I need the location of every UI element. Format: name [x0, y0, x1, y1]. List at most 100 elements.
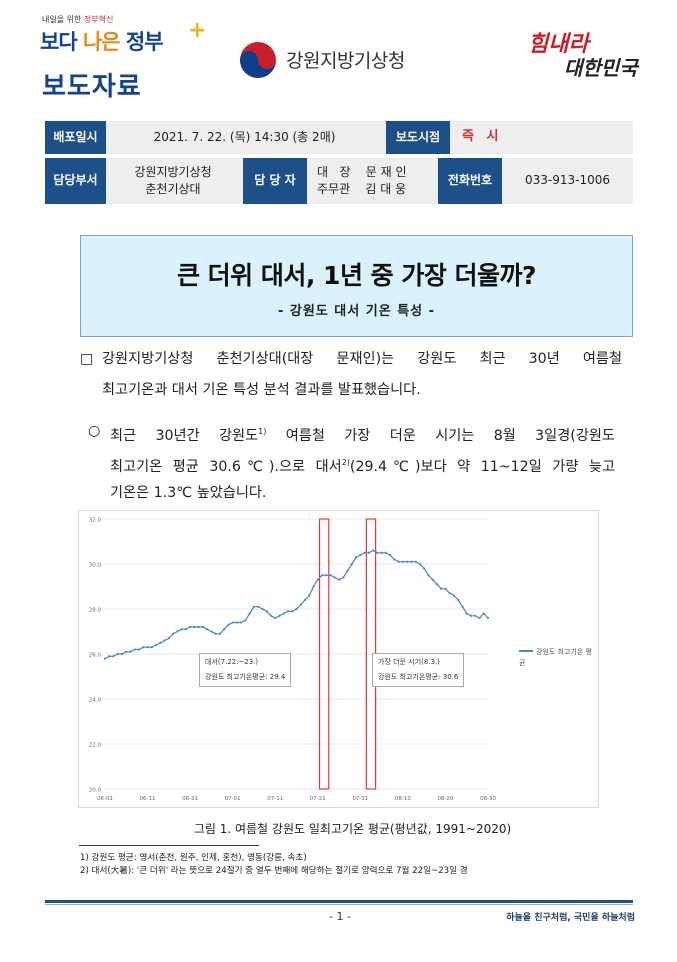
y-tick-label: 24.0	[89, 698, 102, 704]
data-point	[231, 621, 234, 624]
data-point	[257, 605, 260, 608]
data-point	[372, 549, 375, 552]
data-point	[278, 614, 281, 617]
data-point	[142, 646, 145, 649]
data-point	[150, 646, 153, 649]
data-point	[308, 594, 311, 597]
footnote-2: 2) 대서(大暑): '큰 더위' 라는 뜻으로 24절기 중 열두 번째에 해…	[80, 866, 468, 876]
data-point	[376, 551, 379, 554]
x-tick-label: 07-01	[225, 796, 241, 802]
data-point	[423, 567, 426, 570]
footnote-1: 1) 강원도 평균: 영서(춘천, 원주, 인제, 홍천), 영동(강릉, 속초…	[80, 853, 307, 863]
summary-line1: 강원지방기상청 춘천기상대(대장 문재인)는 강원도 최근 30년 여름철	[102, 351, 622, 367]
data-point	[406, 560, 409, 563]
data-point	[457, 598, 460, 602]
page-number: - 1 -	[329, 910, 351, 923]
x-tick-label: 06-21	[182, 796, 198, 802]
y-tick-label: 22.0	[89, 743, 102, 749]
detail-line3: 기온은 1.3℃ 높았습니다.	[110, 485, 267, 501]
data-point	[167, 637, 170, 640]
data-point	[469, 614, 473, 617]
data-point	[129, 650, 132, 653]
summary-line2: 최고기온과 대서 기온 특성 분석 결과를 발표했습니다.	[102, 382, 421, 398]
slogan-line1: 힘내라	[528, 31, 589, 57]
data-point	[214, 632, 217, 635]
data-point	[312, 585, 315, 588]
data-point	[227, 623, 230, 626]
annotation-daeseo-line2: 강원도 최고기온평균: 29.4	[205, 673, 286, 681]
data-point	[210, 630, 213, 633]
logo-tagline: 내일을 위한 정부혁신	[42, 15, 114, 24]
data-point	[410, 560, 413, 563]
data-point	[325, 574, 328, 577]
data-point	[108, 655, 111, 658]
data-point	[189, 625, 192, 629]
agency-logo: 강원지방기상청	[238, 38, 438, 82]
highlight-period	[318, 518, 330, 790]
data-point	[184, 628, 187, 631]
data-point	[171, 632, 175, 635]
data-point	[269, 614, 273, 617]
annotation-hottest-line2: 강원도 최고기온평균: 30.6	[378, 673, 459, 681]
distribution-value: 2021. 7. 22. (목) 14:30 (총 2매)	[153, 129, 336, 144]
person-value: 대 장 문 재 인 주무관 김 대 웅	[307, 158, 435, 204]
detail-line1: 최근 30년간 강원도1) 여름철 가장 더운 시기는 8월 3일경(강원도	[110, 427, 615, 444]
release-label: 보도시점	[386, 121, 450, 154]
data-point	[397, 560, 400, 563]
data-point	[350, 562, 353, 566]
agency-name: 강원지방기상청	[286, 50, 405, 72]
department-line1: 강원지방기상청	[134, 164, 212, 179]
legend-label: 강원도 최고기온 평균	[519, 648, 592, 667]
slogan-line2: 대한민국	[564, 56, 638, 80]
data-point	[197, 625, 200, 629]
distribution-label: 배포일시	[45, 121, 106, 154]
data-point	[367, 551, 370, 554]
annotation-daeseo-line1: 대서(7.22.~23.)	[205, 658, 259, 666]
data-point	[354, 556, 358, 559]
data-point	[201, 625, 204, 629]
y-tick-label: 20.0	[89, 788, 102, 794]
data-point	[342, 576, 345, 579]
data-point	[286, 610, 290, 613]
department-label: 담당부서	[45, 158, 106, 204]
data-point	[120, 652, 124, 656]
temperature-chart: 20.0 22.0 24.0 26.0 28.0 30.0 32.0 06-01 06-11 06…	[78, 510, 599, 808]
data-point	[346, 569, 349, 572]
headline-box: 큰 더위 대서, 1년 중 가장 더울까? - 강원도 대서 기온 특성 -	[80, 235, 633, 337]
data-point	[248, 612, 251, 615]
x-tick-label: 08-30	[480, 796, 496, 802]
data-point	[303, 598, 307, 602]
y-tick-label: 32.0	[89, 518, 102, 524]
info-row-contact: 담당부서 강원지방기상청 춘천기상대 담 당 자 대 장 문 재 인 주무관 김…	[45, 158, 633, 204]
slogan-calligraphy: 힘내라 대한민국	[524, 26, 639, 86]
data-point	[146, 646, 149, 649]
person-line2: 주무관 김 대 웅	[317, 182, 407, 196]
series-line	[104, 549, 489, 660]
chart-legend: 강원도 최고기온 평균	[519, 647, 594, 669]
info-row-distribution: 배포일시 2021. 7. 22. (목) 14:30 (총 2매) 보도시점 …	[45, 121, 633, 154]
data-point	[465, 612, 468, 615]
data-point	[482, 612, 485, 615]
data-point	[435, 583, 439, 586]
person-line1: 대 장 문 재 인	[317, 164, 407, 179]
annotation-hottest-line1: 가장 더운 시기(8.3.)	[378, 658, 440, 666]
data-point	[389, 553, 392, 557]
data-point	[125, 650, 128, 653]
circle-bullet-icon: ○	[88, 423, 101, 439]
data-point	[282, 612, 285, 615]
x-tick-label: 06-01	[97, 796, 113, 802]
data-point	[218, 632, 221, 635]
data-point	[137, 648, 141, 651]
taegeuk-emblem-icon	[240, 42, 276, 78]
square-bullet-icon: □	[80, 351, 94, 367]
annotation-hottest: 가장 더운 시기(8.3.) 강원도 최고기온평균: 30.6	[372, 653, 465, 687]
data-point	[316, 578, 319, 581]
data-point	[180, 628, 183, 631]
data-point	[252, 605, 256, 608]
headline: 큰 더위 대서, 1년 중 가장 더울까?	[176, 261, 537, 290]
data-point	[448, 592, 451, 595]
data-point	[431, 578, 434, 581]
y-tick-label: 26.0	[89, 653, 102, 659]
footnote-ref-1: 1)	[258, 427, 267, 436]
release-value: 즉 시	[462, 129, 503, 145]
